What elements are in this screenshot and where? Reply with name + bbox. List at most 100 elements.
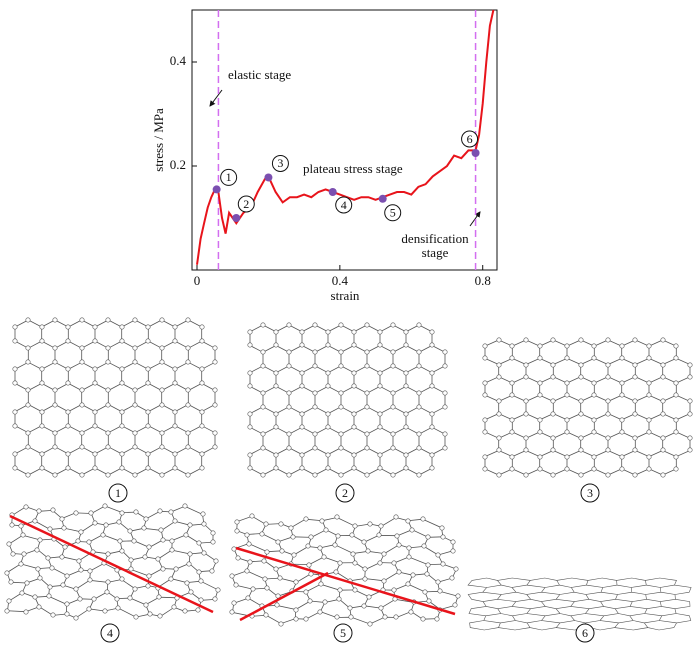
- lattice-node: [632, 411, 638, 417]
- lattice-node: [39, 324, 45, 330]
- lattice-node: [452, 602, 458, 608]
- lattice-node: [482, 466, 488, 472]
- lattice-node: [79, 402, 85, 408]
- lattice-node: [172, 366, 178, 372]
- lattice-node: [102, 608, 108, 614]
- lattice-node: [172, 518, 178, 524]
- lattice-node: [65, 366, 71, 372]
- lattice-node: [338, 404, 344, 410]
- lattice-node: [273, 465, 279, 471]
- lattice-node: [79, 387, 85, 393]
- lattice-node: [591, 466, 597, 472]
- lattice-node: [212, 387, 218, 393]
- lattice-node: [351, 452, 357, 458]
- lattice-node: [673, 417, 679, 423]
- lattice-node: [673, 355, 679, 361]
- lattice-node: [73, 615, 79, 621]
- lattice-node: [92, 465, 98, 471]
- lattice-node: [145, 324, 151, 330]
- lattice-node: [308, 571, 314, 577]
- lattice-node: [509, 392, 515, 398]
- lattice-node: [429, 424, 435, 430]
- lattice-node: [416, 445, 422, 451]
- lattice-node: [247, 370, 253, 376]
- lattice-node: [390, 431, 396, 437]
- x-tick-label: 0.8: [475, 273, 491, 288]
- lattice-node: [250, 586, 256, 592]
- lattice-node: [406, 545, 412, 551]
- lattice-node: [65, 423, 71, 429]
- lattice-node: [312, 349, 318, 355]
- lattice-node: [523, 447, 529, 453]
- lattice-node: [523, 337, 529, 343]
- lattice-node: [605, 362, 611, 368]
- lattice-node: [537, 466, 543, 472]
- lattice-node: [351, 370, 357, 376]
- lattice-node: [308, 534, 314, 540]
- lattice-node: [60, 582, 66, 588]
- lattice-node: [564, 392, 570, 398]
- lattice-node: [687, 411, 693, 417]
- lattice-node: [185, 472, 191, 478]
- label-circle: [575, 623, 595, 643]
- lattice-node: [45, 555, 51, 561]
- lattice-node: [403, 329, 409, 335]
- plot-frame: [191, 9, 498, 271]
- lattice-node: [131, 538, 137, 544]
- lattice-node: [229, 573, 235, 579]
- lattice-node: [8, 579, 14, 585]
- label-circle: [220, 168, 238, 186]
- lattice-node: [482, 392, 488, 398]
- lattice-node: [420, 516, 426, 522]
- lattice-node: [405, 518, 411, 524]
- lattice-node: [9, 522, 15, 528]
- lattice-node: [49, 565, 55, 571]
- lattice-node: [318, 581, 324, 587]
- lattice-node: [187, 551, 193, 557]
- lattice-node: [646, 380, 652, 386]
- lattice-node: [286, 363, 292, 369]
- lattice-node: [435, 552, 441, 558]
- lattice-node: [578, 398, 584, 404]
- lattice-node: [550, 472, 556, 478]
- lattice-node: [273, 342, 279, 348]
- lattice-node: [420, 616, 426, 622]
- lattice-node: [429, 411, 435, 417]
- lattice-node: [78, 529, 84, 535]
- lattice-node: [199, 451, 205, 457]
- lattice-node: [234, 519, 240, 525]
- lattice-node: [25, 472, 31, 478]
- lattice-node: [169, 538, 175, 544]
- lattice-node: [247, 559, 253, 565]
- lattice-node: [564, 454, 570, 460]
- lattice-node: [496, 472, 502, 478]
- lattice-node: [260, 431, 266, 437]
- lattice-node: [312, 472, 318, 478]
- lattice-node: [37, 575, 43, 581]
- lattice-node: [408, 609, 414, 615]
- lattice-node: [25, 317, 31, 323]
- lattice-node: [687, 374, 693, 380]
- lattice-node: [133, 614, 139, 620]
- lattice-node: [119, 324, 125, 330]
- lattice-node: [92, 324, 98, 330]
- lattice-node: [143, 602, 149, 608]
- lattice-node: [578, 411, 584, 417]
- panel-label: 3: [587, 486, 593, 500]
- lattice-node: [264, 549, 270, 555]
- lattice-node: [25, 430, 31, 436]
- lattice-node: [482, 355, 488, 361]
- lattice-node: [35, 566, 41, 572]
- lattice-node: [145, 380, 151, 386]
- lattice-node: [263, 521, 269, 527]
- lattice-node: [199, 324, 205, 330]
- lattice-node: [247, 452, 253, 458]
- lattice-node: [673, 466, 679, 472]
- lattice-node: [199, 366, 205, 372]
- lattice-images: 1 2 3 4 5 6: [4, 317, 693, 643]
- lattice-node: [365, 548, 371, 554]
- lattice-node: [351, 411, 357, 417]
- lattice-node: [231, 600, 237, 606]
- lattice-node: [142, 554, 148, 560]
- lattice-node: [605, 398, 611, 404]
